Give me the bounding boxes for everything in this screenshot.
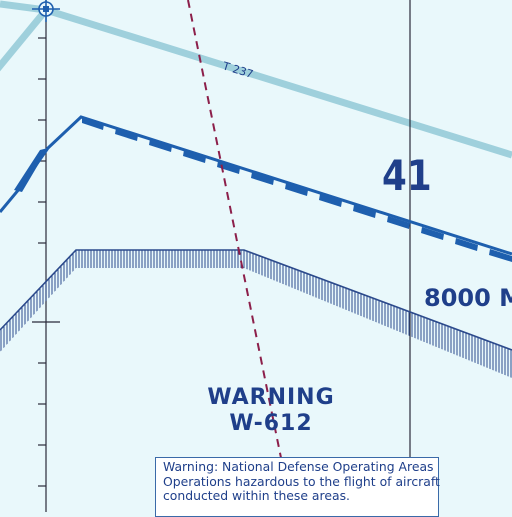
warning-notice-box: Warning: National Defense Operating Area…: [155, 457, 440, 517]
airway-branch: [0, 7, 49, 72]
operating-area-boundary: [0, 115, 512, 262]
airway-label: T 237: [220, 59, 255, 81]
notice-line: Warning: National Defense Operating Area…: [163, 459, 434, 474]
dashed-route-line: [187, 0, 293, 512]
warning-area-designator: W-612: [229, 411, 312, 436]
warning-area-boundary: [0, 249, 512, 378]
grid-number-label: 41: [382, 152, 432, 200]
airway-lines: [0, 0, 512, 159]
airway-t237: [44, 6, 512, 159]
meridian-left: [32, 0, 60, 512]
warning-area-title: WARNING: [207, 385, 334, 410]
notice-line: Operations hazardous to the flight of ai…: [163, 473, 440, 489]
navaid-symbol-icon: [32, 0, 60, 22]
altitude-label: 8000 M: [424, 284, 512, 312]
notice-line: conducted within these areas.: [163, 488, 350, 503]
